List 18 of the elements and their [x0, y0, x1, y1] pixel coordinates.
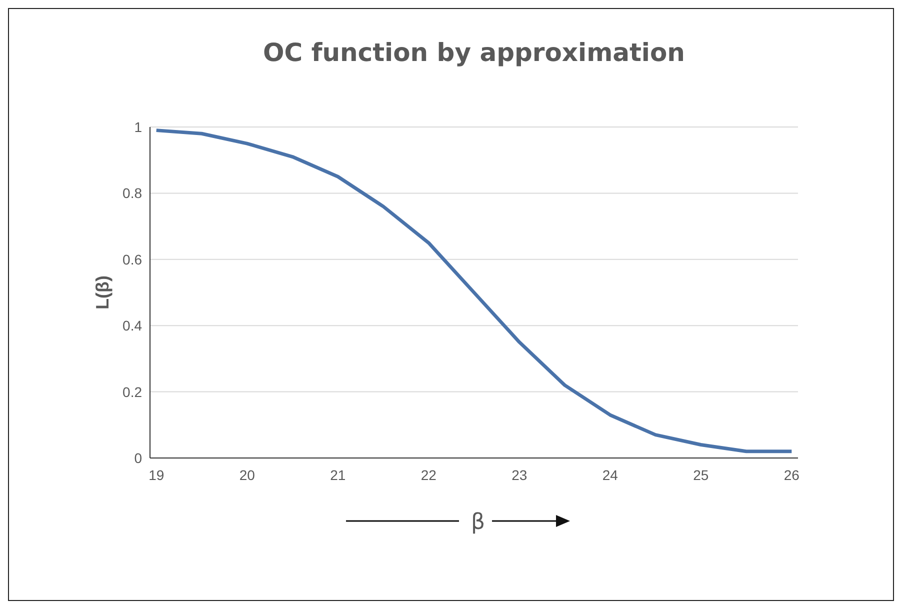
x-tick-label: 24 [602, 466, 618, 483]
x-tick-label: 21 [330, 466, 346, 483]
x-tick-label: 20 [239, 466, 256, 483]
y-tick-label: 1 [134, 118, 142, 135]
x-tick-label: 26 [784, 466, 800, 483]
x-tick-label: 22 [420, 466, 437, 483]
y-tick-label: 0.2 [122, 384, 142, 400]
x-tick-label: 19 [148, 466, 164, 483]
y-axis-title: L(β) [92, 276, 112, 310]
x-axis-title: β [470, 510, 486, 535]
y-tick-label: 0.8 [122, 185, 142, 202]
y-tick-label: 0 [134, 450, 142, 466]
y-tick-label: 0.4 [122, 318, 142, 334]
chart-title: OC function by approximation [262, 38, 686, 67]
x-tick-label: 23 [512, 466, 528, 483]
line-series [154, 128, 794, 454]
x-tick-label: 25 [693, 466, 709, 483]
y-tick-label: 0.6 [122, 251, 142, 268]
